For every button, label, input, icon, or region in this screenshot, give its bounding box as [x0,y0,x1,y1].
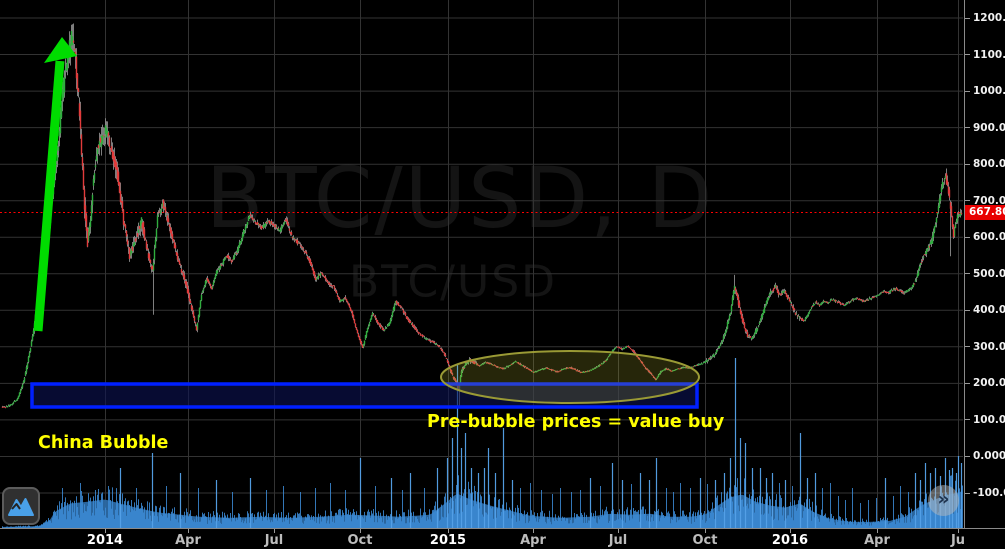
price-tick-label: 400.00 [973,304,1005,317]
price-tick-label: 300.00 [973,340,1005,353]
price-tick [965,455,970,457]
price-tick-label: 1000.00 [973,85,1005,98]
time-tick [618,529,619,533]
last-price-label: 667.80 [965,204,1005,220]
price-tick-label: 900.00 [973,121,1005,134]
up-arrow-head[interactable] [44,37,77,63]
time-tick-label: Ju [950,533,966,548]
time-tick-label: Jul [264,533,284,548]
time-tick-label: Apr [864,533,890,548]
time-tick [274,529,275,533]
time-axis[interactable]: 2014 Apr Jul Oct 2015 Apr Jul Oct 2016 Apr Ju [0,528,1005,549]
time-tick [877,529,878,533]
time-tick [105,529,106,533]
price-chart-canvas[interactable] [0,0,964,528]
price-tick-label: 200.00 [973,377,1005,390]
price-tick-label: 700.00 [973,194,1005,207]
highlight-ellipse[interactable] [440,350,700,404]
time-tick-label: Jul [608,533,628,548]
price-tick-label: 0.0000 [973,450,1005,463]
time-tick [958,529,959,533]
candle-wicks [2,23,962,409]
grid-lines [0,0,963,528]
price-tick-label: 600.00 [973,231,1005,244]
time-tick-label: 2016 [771,533,809,548]
watermark-symbol-small: BTC/USD [348,256,558,308]
time-tick [533,529,534,533]
candles-down [1,40,963,408]
price-tick-label: -100.00 [973,487,1005,499]
price-tick [965,382,970,384]
up-arrow-shaft[interactable] [33,60,65,332]
price-tick [965,127,970,129]
price-tick [965,309,970,311]
time-tick-label: Oct [347,533,373,548]
time-tick [188,529,189,533]
price-tick-label: 1200.00 [973,12,1005,24]
time-tick-label: 2014 [86,533,124,548]
price-tick-label: 500.00 [973,267,1005,280]
price-tick [965,273,970,275]
time-tick [705,529,706,533]
price-tick [965,90,970,92]
price-tick [965,17,970,19]
annotation-value-buy[interactable]: Pre-bubble prices = value buy [427,412,725,432]
price-axis[interactable]: 1200.001100.001000.00900.00800.00700.006… [964,0,1005,528]
time-tick [360,529,361,533]
price-tick [965,419,970,421]
annotation-china-bubble[interactable]: China Bubble [38,433,169,453]
price-tick-label: 1100.00 [973,48,1005,61]
mountain-logo-icon [8,498,34,516]
time-tick [790,529,791,533]
time-tick-label: Apr [175,533,201,548]
time-tick-label: Oct [692,533,718,548]
snapshot-button[interactable] [2,487,40,525]
price-tick [965,163,970,165]
scroll-right-button[interactable]: » [928,485,959,516]
volume-bars [2,475,963,528]
time-tick-label: 2015 [429,533,467,548]
price-tick-label: 100.00 [973,413,1005,426]
time-tick [448,529,449,533]
price-tick [965,54,970,56]
price-tick [965,346,970,348]
price-tick-label: 800.00 [973,158,1005,171]
candles-up [5,31,962,408]
price-tick [965,236,970,238]
time-tick-label: Apr [520,533,546,548]
price-tick [965,492,970,494]
double-chevron-right-icon: » [937,488,950,510]
price-tick [965,200,970,202]
